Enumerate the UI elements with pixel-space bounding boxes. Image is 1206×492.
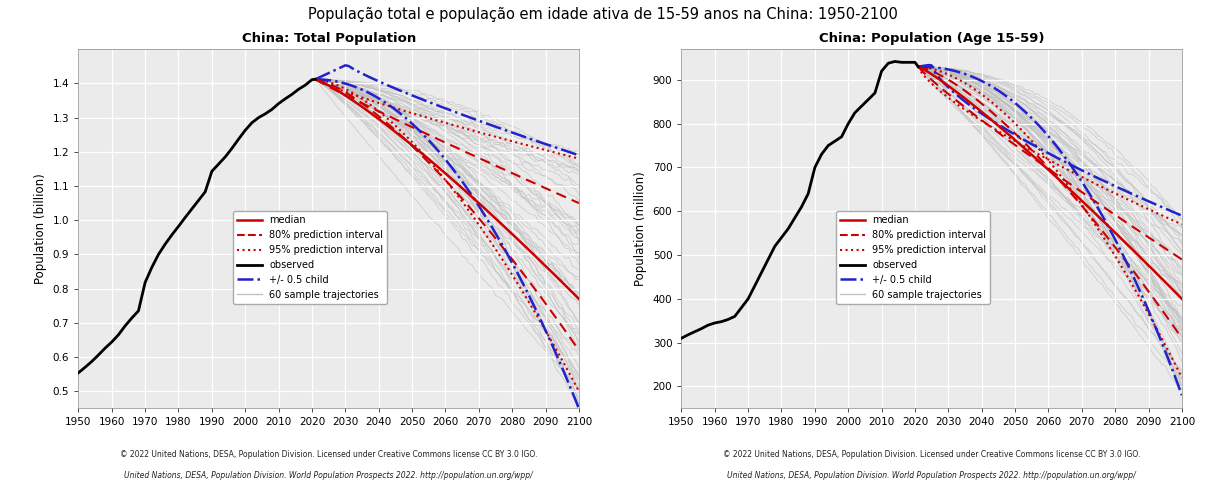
Legend: median, 80% prediction interval, 95% prediction interval, observed, +/- 0.5 chil: median, 80% prediction interval, 95% pre… bbox=[837, 212, 990, 304]
Text: © 2022 United Nations, DESA, Population Division. Licensed under Creative Common: © 2022 United Nations, DESA, Population … bbox=[722, 450, 1141, 459]
Legend: median, 80% prediction interval, 95% prediction interval, observed, +/- 0.5 chil: median, 80% prediction interval, 95% pre… bbox=[234, 212, 387, 304]
Y-axis label: Population (million): Population (million) bbox=[634, 171, 648, 286]
Y-axis label: Population (billion): Population (billion) bbox=[34, 173, 47, 284]
Text: United Nations, DESA, Population Division. World Population Prospects 2022. http: United Nations, DESA, Population Divisio… bbox=[727, 471, 1136, 480]
Text: © 2022 United Nations, DESA, Population Division. Licensed under Creative Common: © 2022 United Nations, DESA, Population … bbox=[119, 450, 538, 459]
Title: China: Total Population: China: Total Population bbox=[241, 32, 416, 45]
Text: United Nations, DESA, Population Division. World Population Prospects 2022. http: United Nations, DESA, Population Divisio… bbox=[124, 471, 533, 480]
Text: População total e população em idade ativa de 15-59 anos na China: 1950-2100: População total e população em idade ati… bbox=[308, 7, 898, 22]
Title: China: Population (Age 15-59): China: Population (Age 15-59) bbox=[819, 32, 1044, 45]
